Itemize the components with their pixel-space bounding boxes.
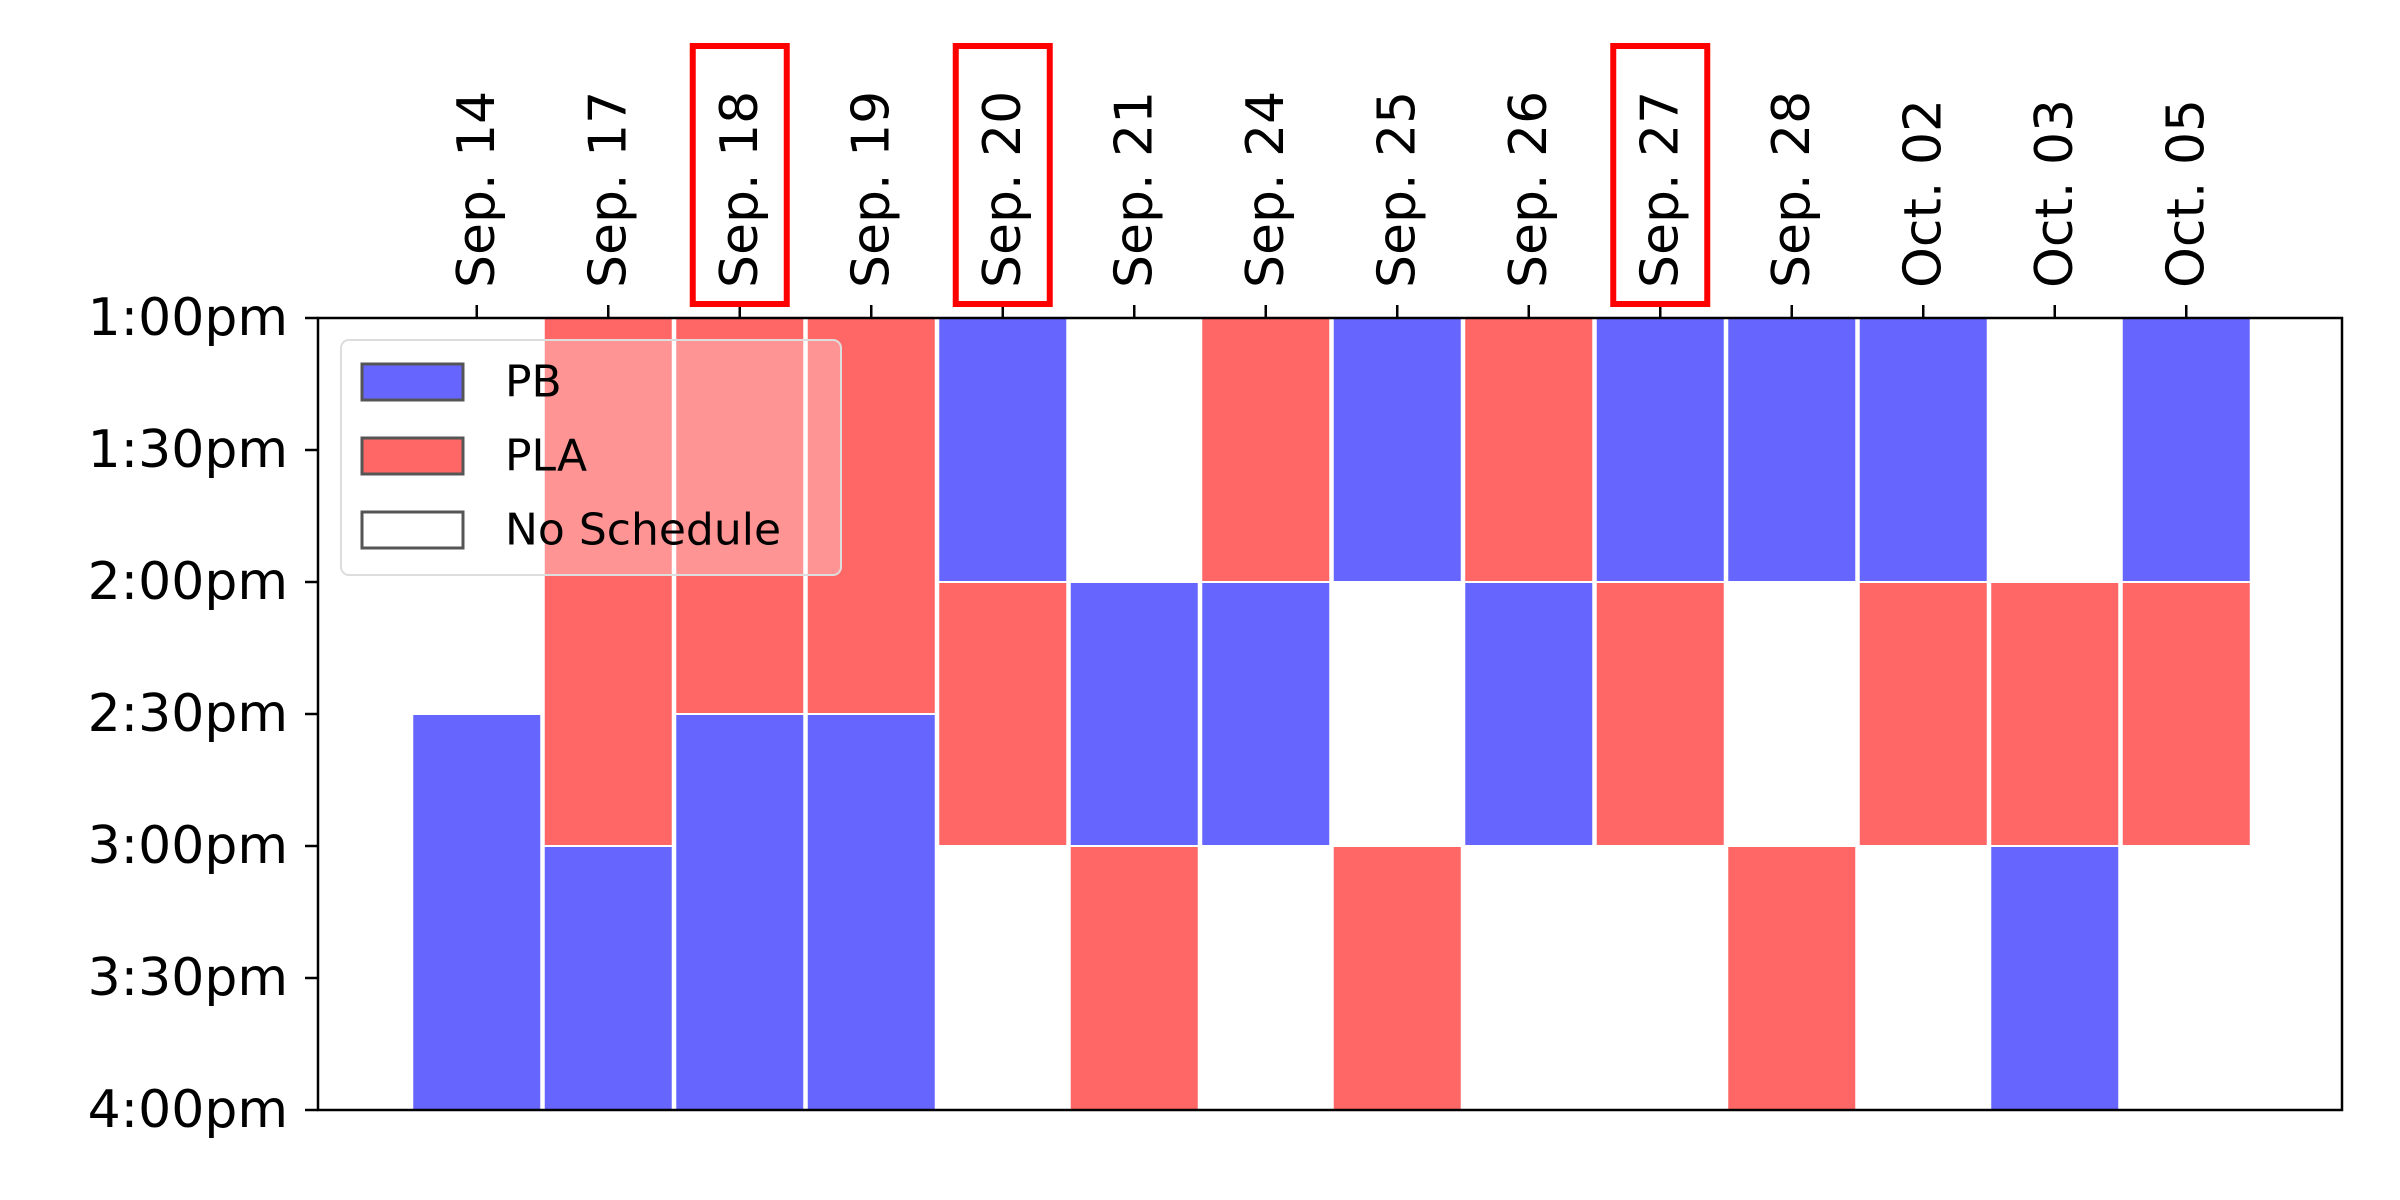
y-tick-label: 2:00pm — [88, 552, 288, 612]
cell-sep-18-pb — [674, 713, 806, 1111]
cell-sep-14-pb — [411, 713, 543, 1111]
cell-sep-21-pb — [1068, 581, 1200, 847]
cell-sep-26-pb — [1463, 581, 1595, 847]
legend-label-pb: PB — [505, 357, 562, 408]
x-tick-label-sep-28: Sep. 28 — [1762, 91, 1822, 288]
x-tick-label-sep-24: Sep. 24 — [1236, 91, 1296, 288]
highlight-box-sep-18 — [689, 43, 790, 307]
cell-sep-25-pla — [1331, 845, 1463, 1111]
cell-sep-27-pla — [1594, 581, 1726, 847]
legend: PB PLA No Schedule — [340, 339, 842, 576]
y-tick-label: 3:00pm — [88, 816, 288, 876]
legend-swatch-pb — [360, 362, 465, 402]
legend-label-pla: PLA — [505, 431, 587, 482]
x-tick-label-sep-21: Sep. 21 — [1104, 91, 1164, 288]
cell-sep-24-pb — [1200, 581, 1332, 847]
x-tick-label-sep-26: Sep. 26 — [1499, 91, 1559, 288]
cell-oct-02-pb — [1857, 317, 1989, 583]
cell-oct-05-pb — [2120, 317, 2252, 583]
cell-sep-19-pb — [805, 713, 937, 1111]
x-tick-label-sep-25: Sep. 25 — [1367, 91, 1427, 288]
cell-sep-26-pla — [1463, 317, 1595, 583]
legend-swatch-no-schedule — [360, 510, 465, 550]
x-tick-label-sep-19: Sep. 19 — [841, 91, 901, 288]
x-tick-label-sep-27: Sep. 27 — [1630, 91, 1690, 288]
x-tick-label-sep-17: Sep. 17 — [578, 91, 638, 288]
y-tick-label: 3:30pm — [88, 948, 288, 1008]
y-tick-label: 1:30pm — [88, 420, 288, 480]
x-tick-label-oct-05: Oct. 05 — [2156, 99, 2216, 288]
y-tick-label: 2:30pm — [88, 684, 288, 744]
x-tick-label-oct-02: Oct. 02 — [1893, 99, 1953, 288]
cell-oct-02-pla — [1857, 581, 1989, 847]
cell-oct-03-pla — [1989, 581, 2121, 847]
cell-sep-28-pla — [1726, 845, 1858, 1111]
y-tick-label: 4:00pm — [88, 1080, 288, 1140]
y-tick-label: 1:00pm — [88, 288, 288, 348]
cell-sep-27-pb — [1594, 317, 1726, 583]
cell-sep-18-pla — [674, 317, 806, 715]
schedule-cells — [411, 317, 2252, 1111]
cell-sep-20-pla — [937, 581, 1069, 847]
legend-swatch-pla — [360, 436, 465, 476]
cell-sep-25-pb — [1331, 317, 1463, 583]
cell-sep-28-pb — [1726, 317, 1858, 583]
cell-oct-05-pla — [2120, 581, 2252, 847]
cell-sep-21-pla — [1068, 845, 1200, 1111]
highlight-box-sep-20 — [952, 43, 1053, 307]
cell-oct-03-pb — [1989, 845, 2121, 1111]
cell-sep-20-pb — [937, 317, 1069, 583]
x-tick-label-sep-20: Sep. 20 — [973, 91, 1033, 288]
cell-sep-17-pb — [542, 845, 674, 1111]
cell-sep-24-pla — [1200, 317, 1332, 583]
x-tick-label-sep-14: Sep. 14 — [447, 91, 507, 288]
axes: 1:00pm 1:30pm 2:00pm 2:30pm 3:00pm 3:30pm 4:00… — [88, 43, 2344, 1140]
x-tick-label-sep-18: Sep. 18 — [710, 91, 770, 288]
highlight-box-sep-27 — [1610, 43, 1711, 307]
legend-box — [340, 339, 842, 576]
x-tick-label-oct-03: Oct. 03 — [2025, 99, 2085, 288]
legend-label-no-schedule: No Schedule — [505, 505, 781, 556]
